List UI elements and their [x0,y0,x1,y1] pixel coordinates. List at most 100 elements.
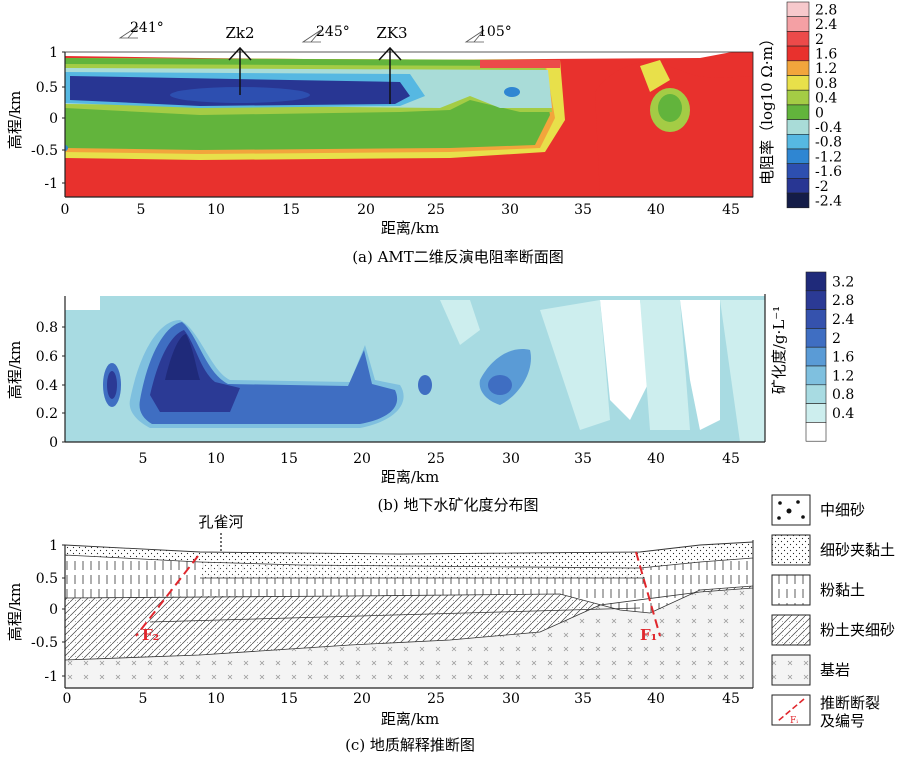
colorbar-tick-label: -0.8 [815,135,842,151]
river-marker: 孔雀河 [198,513,244,552]
colorbar-tick-label: 0.4 [832,406,854,422]
colorbar-cell [786,1,810,17]
colorbar-tick-label: 1.6 [815,46,837,62]
x-tick-label: 5 [139,451,148,467]
legend-label: 粉土夹细砂 [820,621,895,639]
caption-a: (a) AMT二维反演电阻率断面图 [352,248,564,266]
x-tick-label: 45 [722,202,740,218]
colorbar-cell [805,384,827,404]
y-tick-label: -0.5 [31,143,58,159]
x-tick-label: 25 [427,691,445,707]
colorbar-cell [805,346,827,367]
x-tick-label: 20 [353,451,371,467]
strike-symbols: 241° 245° 105° [118,20,512,43]
y-tick-label: 0.4 [36,378,58,394]
y-tick-label: 0 [49,602,58,618]
x-axis-title: 距离/km [381,468,439,486]
colorbar-cell [786,192,810,209]
colorbar-cell [805,290,827,310]
colorbar-cell [805,271,827,292]
colorbar-tick-label: 0.4 [815,91,837,107]
borehole-zk2: Zk2 [225,24,255,95]
x-tick-label: 5 [137,202,146,218]
strike-icon [118,25,139,39]
legend-item-fine-sand-clay: 细砂夹黏土 [771,534,895,566]
legend-label: 中细砂 [820,501,865,519]
panel-b-salinity-section: 0.8 0.6 0.4 0.2 0 高程/km 5 10 15 20 25 30… [6,271,854,514]
x-tick-label: 35 [574,451,592,467]
fault-f1: F₁ [635,551,661,644]
x-tick-label: 45 [722,691,740,707]
legend-label: 基岩 [820,661,850,679]
colorbar-cell [786,75,810,91]
y-tick-label: 1 [49,45,58,61]
legend-item-silty-clay: 粉黏土 [771,574,865,606]
legend-label: 细砂夹黏土 [820,541,895,559]
legend-item-silt-fine-sand: 粉土夹细砂 [771,614,895,646]
colorbar-tick-label: -0.4 [815,120,842,136]
x-axis-title: 距离/km [381,710,439,728]
legend-item-bedrock: 基岩 [771,654,850,686]
x-tick-label: 35 [574,691,592,707]
y-tick-label: 0.6 [36,349,58,365]
legend-fault-sample: Fᵢ [790,716,798,726]
colorbar-cell [786,148,810,164]
colorbar-tick-label: 2.8 [832,293,854,309]
y-tick-label: 0.2 [36,406,58,422]
colorbar-cell [786,104,810,120]
x-tick-label: 40 [647,202,665,218]
strike-label-3: 105° [478,24,512,40]
borehole-zk3: ZK3 [376,24,408,104]
x-tick-label: 20 [357,202,375,218]
colorbar-cell [786,89,810,106]
panel-c-geologic-section: F₂ F₁ 孔雀河 1 0.5 0 -0.5 -1 高程/km 0 [6,494,895,754]
strike-icon [464,29,485,43]
y-tick-label: 0 [49,435,58,451]
legend-label: 粉黏土 [820,581,865,599]
fault-f2-label: F₂ [142,626,159,644]
legend-label: 推断断裂及编号 [820,694,880,730]
colorbar-cell [786,31,810,47]
x-tick-label: 25 [427,451,445,467]
fault-line [635,551,661,637]
colorbar-tick-label: 1.2 [832,368,854,384]
legend-item-medium-fine-sand: 中细砂 [771,494,865,526]
colorbar-tick-label: 2.8 [815,2,837,18]
colorbar-tick-label: -2 [815,179,829,195]
fault-f2: F₂ [135,555,199,644]
borehole-zk3-label: ZK3 [376,24,407,42]
y-tick-label: 0.5 [36,571,58,587]
colorbar-tick-label: -2.4 [815,193,842,209]
x-tick-label: 30 [501,202,519,218]
x-tick-label: 40 [647,451,665,467]
colorbar-a-title: 电阻率（log10 Ω·m） [758,31,776,185]
panel-a-x-axis: 0 5 10 15 20 25 30 35 40 45 距离/km [61,202,740,237]
strike-label-1: 241° [130,20,164,36]
y-tick-label: -1 [44,176,58,192]
x-tick-label: 30 [502,691,520,707]
y-axis-title: 高程/km [6,341,24,399]
salinity-field [65,296,765,442]
colorbar-cell [805,403,827,423]
x-tick-label: 10 [207,691,225,707]
colorbar-tick-label: 0 [815,105,824,121]
colorbar-tick-label: 3.2 [832,274,854,290]
colorbar-cell [786,16,810,32]
x-tick-label: 10 [207,451,225,467]
x-tick-label: 15 [280,691,298,707]
colorbar-tick-label: 2 [815,32,824,48]
panel-a-resistivity-section: Zk2 ZK3 241° 245° 105° 1 0.5 0 -0 [6,1,842,266]
colorbar-tick-label: 1.6 [832,350,854,366]
x-tick-label: 15 [282,202,300,218]
resistivity-field [65,52,753,197]
colorbar-tick-label: -1.2 [815,149,842,165]
colorbar-tick-label: -1.6 [815,164,842,180]
panel-c-y-axis: 1 0.5 0 -0.5 -1 高程/km [6,538,65,685]
y-tick-label: -1 [44,669,58,685]
x-tick-label: 30 [502,451,520,467]
x-tick-label: 35 [574,202,592,218]
silt-fine-sand-layer [65,586,753,660]
x-tick-label: 20 [353,691,371,707]
fault-f1-label: F₁ [640,626,657,644]
